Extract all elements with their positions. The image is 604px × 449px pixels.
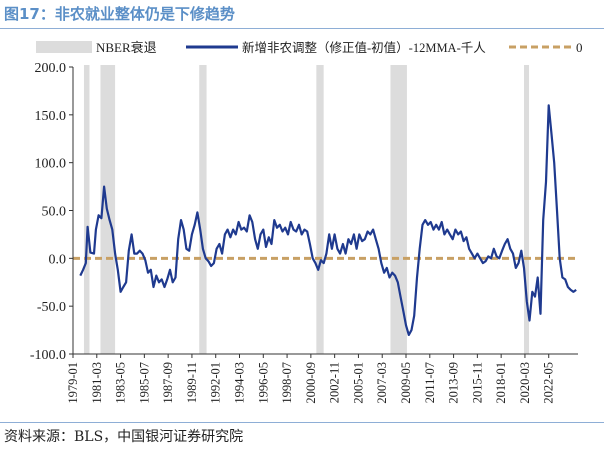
x-tick-label: 2009-05 <box>399 362 413 404</box>
x-tick-label: 1987-09 <box>161 362 175 404</box>
legend-label-recession: NBER衰退 <box>96 40 157 55</box>
recession-band <box>390 65 407 354</box>
x-tick-label: 2018-01 <box>494 362 508 404</box>
series-layer <box>79 104 577 336</box>
y-tick-label: 150.0 <box>35 109 67 124</box>
chart-title: 图17：非农就业整体仍是下修趋势 <box>4 5 235 23</box>
source-note: 资料来源：BLS，中国银河证券研究院 <box>4 429 244 445</box>
y-tick-label: 200.0 <box>35 61 67 76</box>
x-tick-label: 1994-03 <box>233 362 247 404</box>
recession-band <box>83 65 90 354</box>
x-tick-label: 1985-07 <box>137 362 151 404</box>
x-tick-label: 2002-11 <box>328 362 342 403</box>
source-divider <box>0 422 604 423</box>
recession-band <box>199 65 207 354</box>
legend-swatch-recession <box>36 41 92 53</box>
x-tick-label: 1981-03 <box>90 362 104 404</box>
title-divider <box>0 28 604 29</box>
legend-label-series: 新增非农调整（修正值-初值）-12MMA-千人 <box>242 40 486 55</box>
x-tick-label: 2000-09 <box>304 362 318 404</box>
x-tick-label: 2007-03 <box>375 362 389 404</box>
x-tick-label: 1992-01 <box>209 362 223 404</box>
y-tick-label: 0.0 <box>49 252 67 267</box>
axes: 200.0 150.0 100.0 50.0 0.0 -50.0 -100.01979-01… <box>30 61 578 404</box>
recession-band <box>524 65 530 354</box>
legend-label-zero: 0 <box>576 40 583 55</box>
x-tick-label: 2022-05 <box>542 362 556 404</box>
x-tick-label: 1998-07 <box>280 362 294 404</box>
series-line <box>79 104 577 336</box>
x-tick-label: 2015-11 <box>470 362 484 403</box>
x-tick-label: 1983-05 <box>114 362 128 404</box>
y-tick-label: -50.0 <box>37 300 66 315</box>
x-tick-label: 2020-03 <box>518 362 532 404</box>
x-tick-label: 1996-05 <box>256 362 270 404</box>
recession-band <box>316 65 324 354</box>
y-tick-label: 100.0 <box>35 157 67 172</box>
y-tick-label: 50.0 <box>42 205 67 220</box>
line-chart: 200.0 150.0 100.0 50.0 0.0 -50.0 -100.01979-01… <box>30 40 583 404</box>
x-tick-label: 2013-09 <box>447 362 461 404</box>
legend: NBER衰退 新增非农调整（修正值-初值）-12MMA-千人 0 <box>36 40 583 55</box>
x-tick-label: 1989-11 <box>185 362 199 403</box>
x-tick-label: 2011-07 <box>423 362 437 403</box>
recession-shading <box>83 65 530 354</box>
x-tick-label: 2005-01 <box>351 362 365 404</box>
y-tick-label: -100.0 <box>30 348 66 363</box>
x-tick-label: 1979-01 <box>66 362 80 404</box>
